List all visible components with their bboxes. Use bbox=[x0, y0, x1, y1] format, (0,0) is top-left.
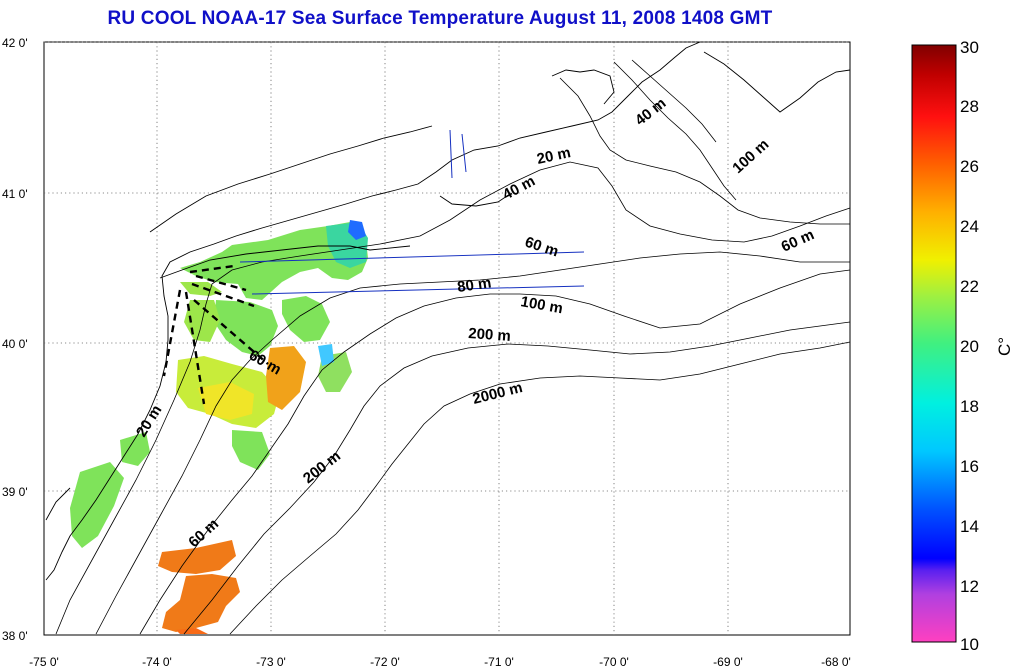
lon-tick-74: -74 0' bbox=[142, 655, 172, 669]
transect-lines bbox=[239, 129, 585, 295]
lon-tick-72: -72 0' bbox=[370, 655, 400, 669]
colorbar-tick-26: 26 bbox=[960, 157, 979, 176]
colorbar-tick-10: 10 bbox=[960, 635, 979, 654]
lon-tick-73: -73 0' bbox=[256, 655, 286, 669]
colorbar-tick-20: 20 bbox=[960, 337, 979, 356]
colorbar-tick-16: 16 bbox=[960, 457, 979, 476]
colorbar-tick-30: 30 bbox=[960, 38, 979, 57]
lon-tick-69: -69 0' bbox=[713, 655, 743, 669]
colorbar-tick-24: 24 bbox=[960, 217, 979, 236]
bathymetry-contours bbox=[55, 59, 851, 635]
colorbar-tick-14: 14 bbox=[960, 517, 979, 536]
contour-label-20m-ne: 20 m bbox=[535, 144, 572, 168]
lat-tick-38: 38 0' bbox=[2, 629, 28, 643]
lat-tick-39: 39 0' bbox=[2, 485, 28, 499]
colorbar-tick-18: 18 bbox=[960, 397, 979, 416]
colorbar-tick-22: 22 bbox=[960, 277, 979, 296]
lat-tick-42: 42 0' bbox=[2, 36, 28, 50]
sst-patches bbox=[70, 220, 368, 634]
glider-tracks bbox=[162, 264, 269, 405]
contour-label-80m: 80 m bbox=[456, 274, 492, 296]
lat-tick-40: 40 0' bbox=[2, 337, 28, 351]
map-title: RU COOL NOAA-17 Sea Surface Temperature … bbox=[107, 8, 773, 29]
lon-tick-71: -71 0' bbox=[484, 655, 514, 669]
map-frame bbox=[43, 41, 851, 636]
colorbar-tick-12: 12 bbox=[960, 577, 979, 596]
colorbar bbox=[911, 44, 957, 643]
contour-label-200m: 200 m bbox=[468, 325, 512, 345]
lon-tick-75: -75 0' bbox=[29, 655, 59, 669]
colorbar-ticks: 30 28 26 24 22 20 18 16 14 12 10 bbox=[960, 38, 979, 654]
colorbar-unit-label: C° bbox=[995, 337, 1014, 356]
colorbar-tick-28: 28 bbox=[960, 97, 979, 116]
lon-tick-labels: -75 0' -74 0' -73 0' -72 0' -71 0' -70 0… bbox=[29, 655, 851, 669]
coastline bbox=[45, 41, 851, 581]
lat-tick-41: 41 0' bbox=[2, 187, 28, 201]
lon-tick-68: -68 0' bbox=[821, 655, 851, 669]
lat-tick-labels: 42 0' 41 0' 40 0' 39 0' 38 0' bbox=[2, 36, 28, 643]
lon-tick-70: -70 0' bbox=[599, 655, 629, 669]
